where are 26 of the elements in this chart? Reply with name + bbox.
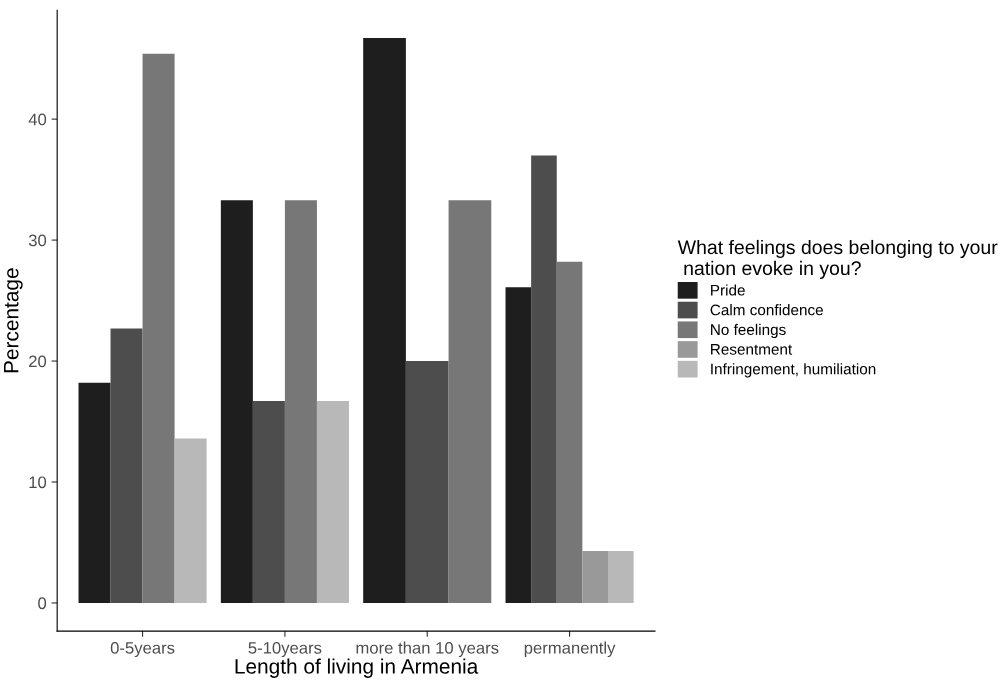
- bar: [284, 200, 317, 603]
- bar: [110, 328, 143, 603]
- y-tick-label: 30: [28, 234, 47, 247]
- legend-label: Infringement, humiliation: [711, 363, 876, 378]
- x-axis-title: Length of living in Armenia: [235, 658, 479, 678]
- y-tick-label: 0: [38, 597, 47, 610]
- y-tick-label: 40: [28, 113, 47, 126]
- x-tick-label: more than 10 years: [356, 641, 499, 658]
- bar: [78, 382, 111, 603]
- y-tick-label: 10: [29, 476, 47, 489]
- y-axis-title: Percentage: [4, 268, 23, 373]
- legend-title: What feelings does belonging to your nation evoke in you?: [677, 239, 998, 279]
- bar: [582, 550, 608, 603]
- bar: [252, 400, 285, 603]
- y-tick-label: 20: [29, 355, 47, 368]
- legend-label: Pride: [711, 284, 745, 296]
- x-tick-label: permanently: [524, 641, 616, 658]
- bar: [316, 400, 349, 603]
- legend-label: No feelings: [711, 323, 786, 339]
- bar: [142, 53, 175, 603]
- bar: [220, 200, 253, 603]
- bar: [174, 438, 207, 603]
- x-tick-label: 5-10years: [248, 641, 322, 658]
- x-tick-label: 0-5years: [110, 641, 175, 658]
- legend-label: Calm confidence: [710, 304, 823, 316]
- legend-label: Resentment: [711, 344, 793, 355]
